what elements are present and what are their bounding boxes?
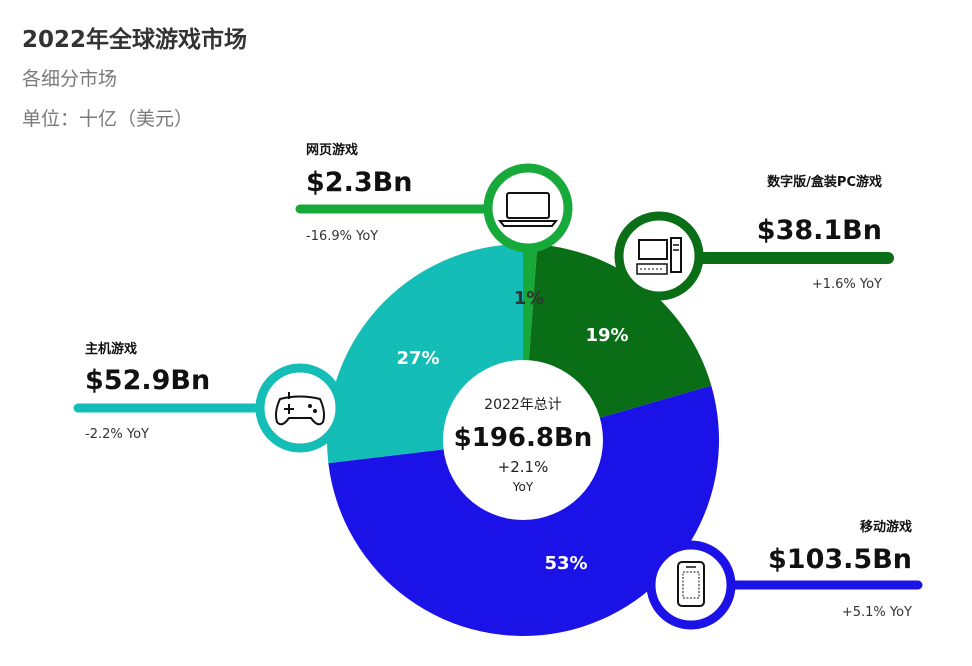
pct-label-browser: 1%: [514, 288, 545, 309]
pct-label-mobile: 53%: [544, 553, 587, 574]
unit-label: 单位：十亿（美元）: [22, 108, 194, 130]
center-label: 2022年总计: [484, 397, 562, 413]
center-yoy-unit: YoY: [512, 480, 534, 494]
center-hole: [443, 360, 603, 520]
smartphone-icon: [646, 540, 736, 630]
gamepad-icon: [255, 363, 345, 453]
pct-label-pc: 19%: [585, 325, 628, 346]
segment-yoy-pc: +1.6% YoY: [812, 277, 882, 292]
center-yoy: +2.1%: [498, 458, 549, 476]
laptop-icon: [483, 163, 573, 253]
segment-name-mobile: 移动游戏: [860, 519, 912, 535]
chart-subtitle: 各细分市场: [22, 68, 118, 90]
segment-value-pc: $38.1Bn: [757, 215, 882, 246]
segment-value-browser: $2.3Bn: [306, 167, 412, 198]
segment-name-browser: 网页游戏: [306, 142, 358, 158]
pct-label-console: 27%: [396, 348, 439, 369]
segment-name-pc: 数字版/盒装PC游戏: [767, 174, 882, 190]
chart-title: 2022年全球游戏市场: [22, 27, 248, 53]
segment-value-mobile: $103.5Bn: [768, 544, 912, 575]
desktop-computer-icon: [614, 211, 704, 301]
center-total: $196.8Bn: [454, 423, 593, 453]
segment-value-console: $52.9Bn: [85, 365, 210, 396]
segment-yoy-mobile: +5.1% YoY: [842, 605, 912, 620]
segment-name-console: 主机游戏: [85, 341, 137, 357]
segment-yoy-console: -2.2% YoY: [85, 427, 149, 442]
segment-yoy-browser: -16.9% YoY: [306, 229, 378, 244]
